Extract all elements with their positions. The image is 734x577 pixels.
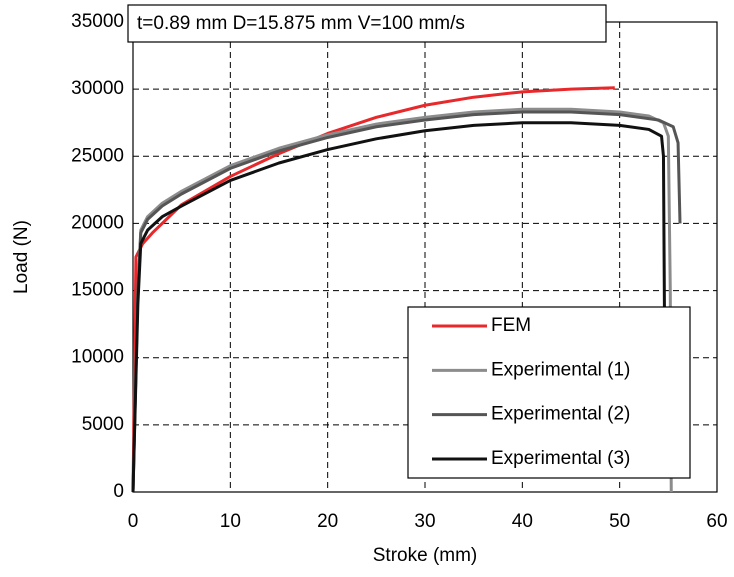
- x-axis-label: Stroke (mm): [373, 545, 478, 566]
- y-tick-label: 0: [113, 481, 124, 502]
- x-tick-label: 0: [128, 511, 139, 532]
- x-tick-label: 40: [512, 511, 533, 532]
- x-tick-label: 10: [220, 511, 241, 532]
- y-tick-label: 5000: [82, 414, 124, 435]
- y-tick-label: 15000: [71, 280, 124, 301]
- annotation-box: [127, 4, 607, 43]
- y-tick-label: 25000: [71, 145, 124, 166]
- legend-label: Experimental (3): [491, 448, 630, 469]
- y-axis-label: Load (N): [11, 220, 32, 294]
- series-line: [131, 121, 666, 493]
- legend-box: [407, 306, 691, 479]
- x-tick-label: 60: [706, 511, 727, 532]
- y-tick-label: 35000: [71, 11, 124, 32]
- legend-label: Experimental (1): [491, 359, 630, 380]
- x-tick-label: 30: [414, 511, 435, 532]
- x-tick-label: 50: [609, 511, 630, 532]
- annotation: t=0.89 mm D=15.875 mm V=100 mm/s: [137, 13, 465, 34]
- y-tick-label: 20000: [71, 212, 124, 233]
- legend-label: FEM: [491, 315, 531, 336]
- series-line: [131, 110, 682, 493]
- legend-label: Experimental (2): [491, 404, 630, 425]
- x-tick-label: 20: [317, 511, 338, 532]
- y-tick-label: 10000: [71, 347, 124, 368]
- y-tick-label: 30000: [71, 78, 124, 99]
